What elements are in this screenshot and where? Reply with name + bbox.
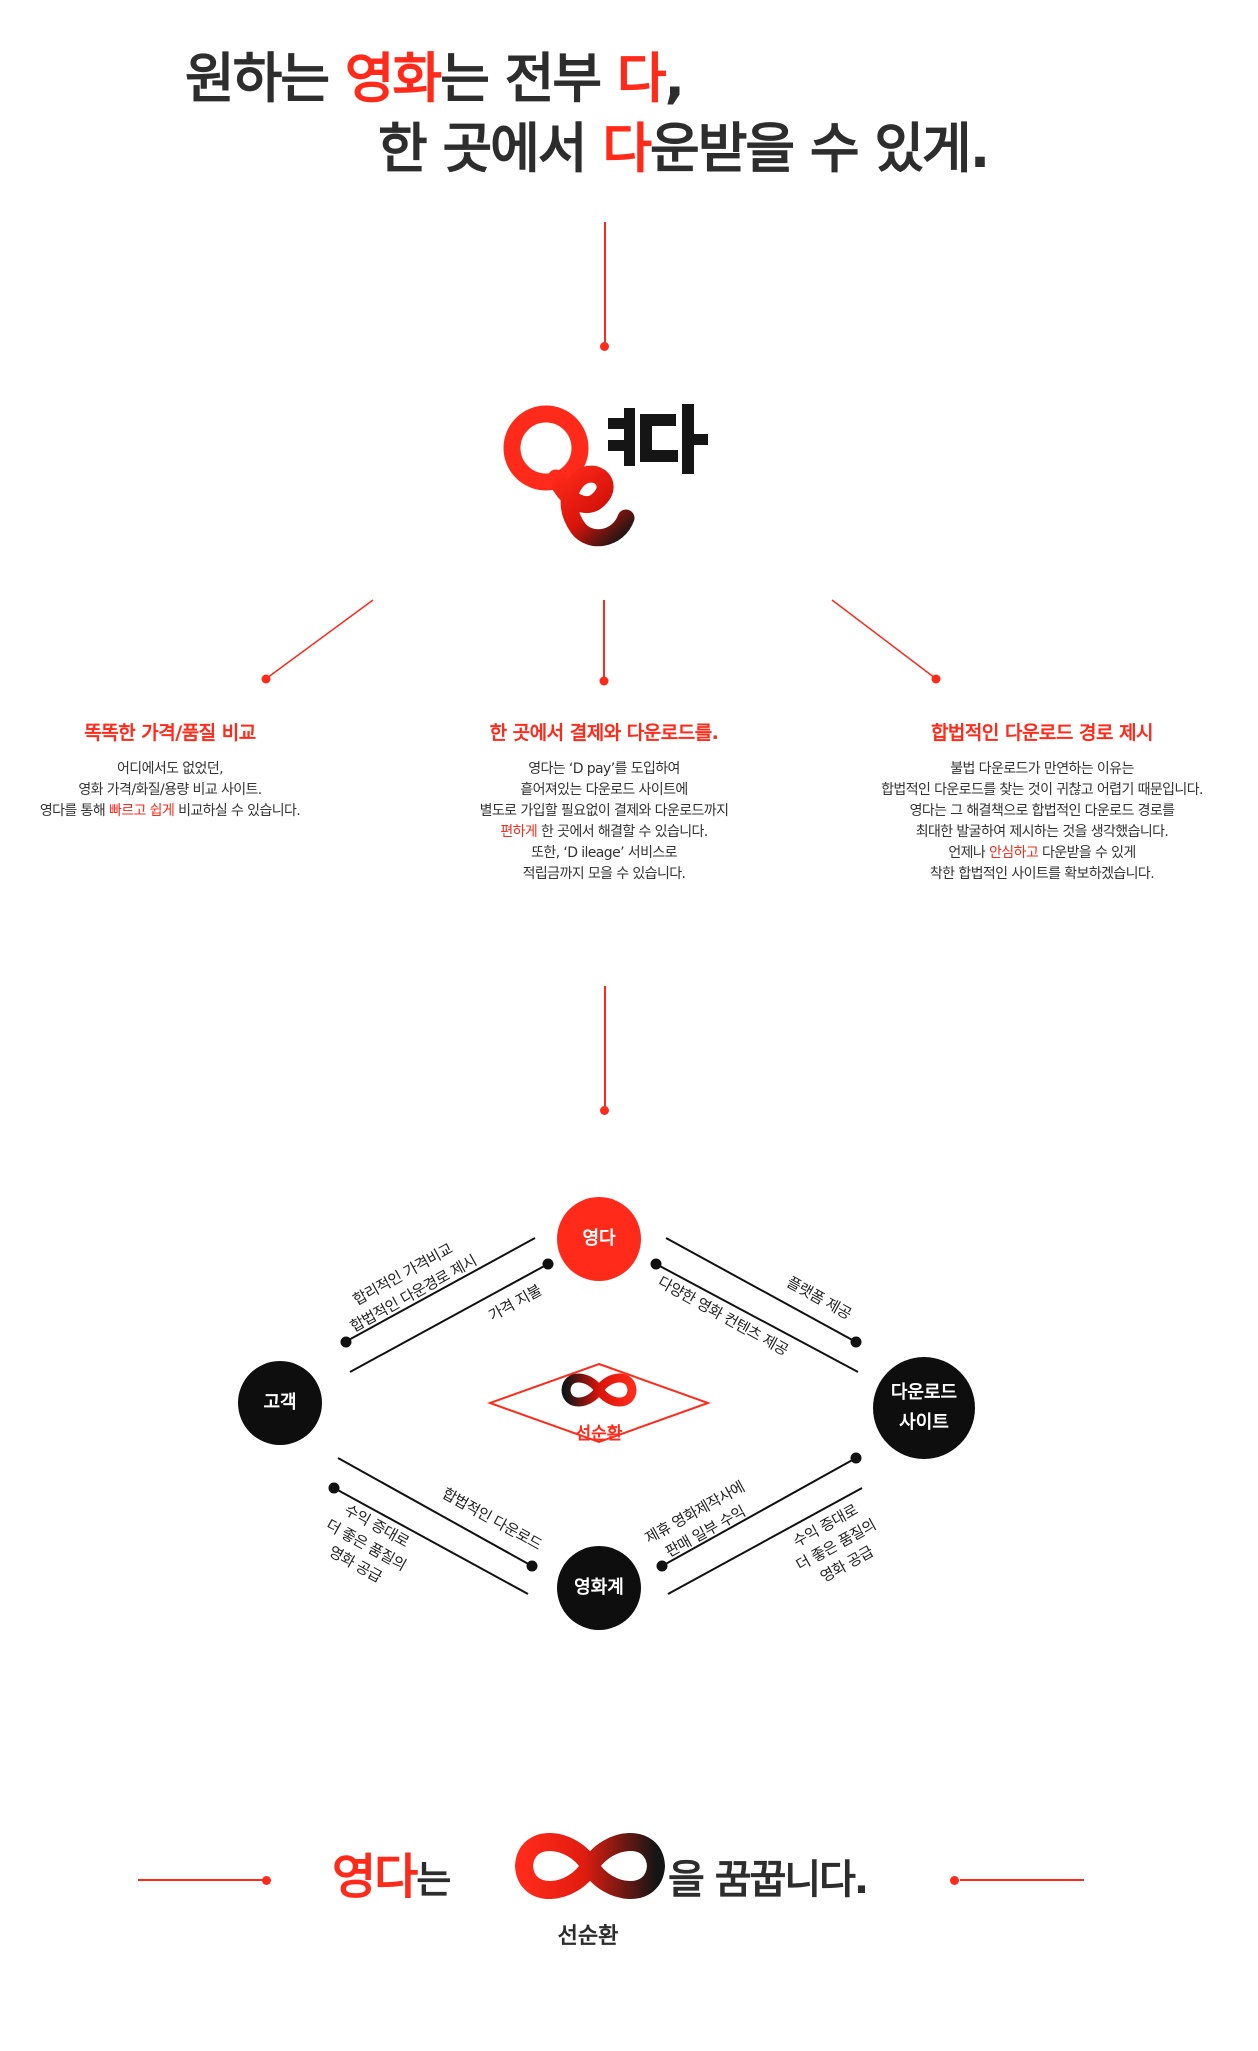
headline-text: 운받을 수 있게. xyxy=(650,117,990,180)
bottom-dot-left xyxy=(262,1876,271,1885)
logo: 영다 xyxy=(498,400,713,550)
headline-highlight: 다 xyxy=(602,117,652,180)
headline-line-1: 원하는 영화는 전부 다, xyxy=(185,52,685,106)
brand-name: 영다 xyxy=(332,1849,418,1905)
infinity-caption: 선순환 xyxy=(557,1924,619,1949)
headline-highlight: 다 xyxy=(616,47,667,110)
cycle-center-label: 선순환 xyxy=(575,1424,623,1444)
node-yeongda: 영다 xyxy=(557,1197,641,1281)
bottom-dot-right xyxy=(950,1876,959,1885)
cycle-center: 선순환 xyxy=(554,1367,644,1451)
headline-text: 원하는 xyxy=(185,47,345,110)
headline-highlight: 영화 xyxy=(344,47,442,110)
feature-desc: 어디에서도 없었던, 영화 가격/화질/용량 비교 사이트. 영다를 통해 빠르… xyxy=(39,761,301,819)
feature-payment: 한 곳에서 결제와 다운로드를. 영다는 ‘D pay’를 도입하여 흩어져있는… xyxy=(394,718,814,885)
feature-desc: 영다는 ‘D pay’를 도입하여 흩어져있는 다운로드 사이트에 별도로 가입… xyxy=(479,761,729,882)
connector-line xyxy=(604,986,606,1108)
bottom-infinity xyxy=(506,1822,674,1932)
headline-line-2: 한 곳에서 다운받을 수 있게. xyxy=(378,122,990,176)
infinity-icon xyxy=(514,1833,666,1899)
headline-text: , xyxy=(664,47,685,110)
node-download-site: 다운로드 사이트 xyxy=(873,1357,975,1459)
feature-title: 합법적인 다운로드 경로 제시 xyxy=(930,722,1154,744)
node-customer: 고객 xyxy=(238,1361,322,1445)
connector-dot xyxy=(600,1106,609,1115)
cycle-lines xyxy=(328,1237,863,1595)
connector-line xyxy=(604,222,606,344)
bottom-line-right xyxy=(960,1879,1084,1881)
branch-connectors xyxy=(261,599,941,686)
connector-dot xyxy=(600,342,609,351)
bottom-line-left xyxy=(138,1879,264,1881)
feature-title: 똑똑한 가격/품질 비교 xyxy=(84,722,256,744)
logo-mark-icon xyxy=(503,404,708,547)
feature-desc: 불법 다운로드가 만연하는 이유는 합법적인 다운로드를 찾는 것이 귀찮고 어… xyxy=(881,761,1203,882)
headline-text: 한 곳에서 xyxy=(378,117,603,180)
feature-compare: 똑똑한 가격/품질 비교 어디에서도 없었던, 영화 가격/화질/용량 비교 사… xyxy=(0,718,380,822)
bottom-tagline-right: 을 꿈꿉니다. xyxy=(668,1857,869,1903)
headline-text: 는 전부 xyxy=(440,47,617,110)
node-film-industry: 영화계 xyxy=(557,1546,641,1630)
feature-title: 한 곳에서 결제와 다운로드를. xyxy=(489,722,719,744)
infinity-icon xyxy=(561,1373,637,1407)
tagline-text: 는 xyxy=(416,1858,451,1902)
feature-legal: 합법적인 다운로드 경로 제시 불법 다운로드가 만연하는 이유는 합법적인 다… xyxy=(832,718,1252,885)
bottom-tagline-left: 영다는 xyxy=(332,1853,451,1902)
